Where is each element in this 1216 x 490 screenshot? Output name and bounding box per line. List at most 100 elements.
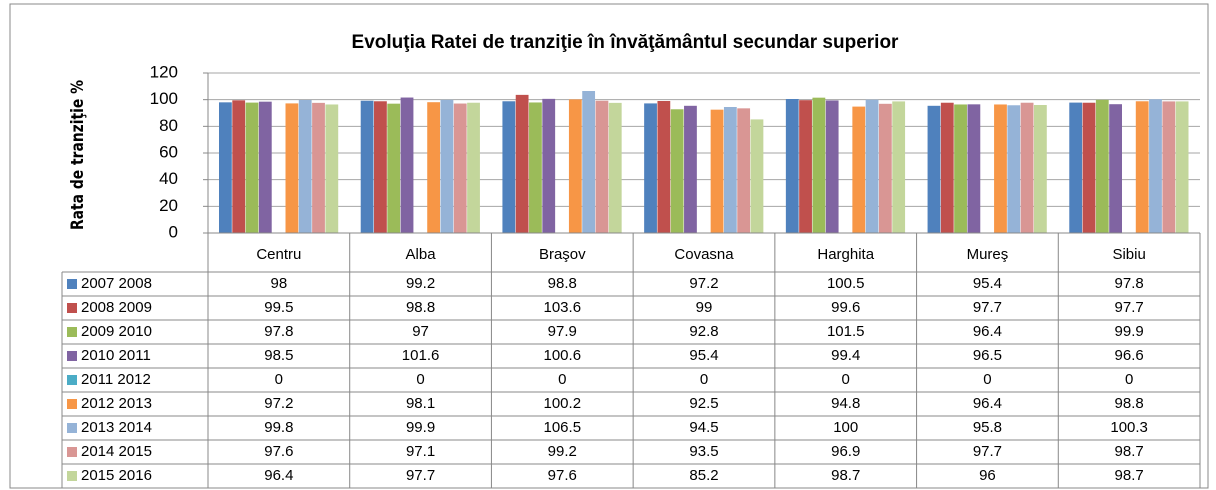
table-value: 103.6 <box>544 299 582 316</box>
bar <box>954 104 967 233</box>
bar <box>710 109 724 233</box>
table-value: 95.4 <box>689 347 718 364</box>
table-value: 97.6 <box>548 467 577 484</box>
table-value: 99.2 <box>548 443 577 460</box>
table-value: 94.8 <box>831 395 860 412</box>
table-value: 100.6 <box>544 347 582 364</box>
table-value: 0 <box>558 371 566 388</box>
bar <box>608 102 622 233</box>
legend-key <box>67 351 77 361</box>
bar <box>657 101 671 233</box>
table-value: 97.9 <box>548 323 577 340</box>
table-value: 98.8 <box>406 299 435 316</box>
bar <box>1007 105 1021 233</box>
bar <box>440 99 454 233</box>
table-value: 97.7 <box>1115 299 1144 316</box>
bar <box>1033 105 1047 233</box>
legend-key <box>67 303 77 313</box>
table-value: 97 <box>412 323 429 340</box>
bar <box>453 103 467 234</box>
bar <box>994 104 1007 233</box>
bar <box>360 100 374 233</box>
bar <box>852 106 866 233</box>
bar <box>325 104 339 233</box>
table-value: 101.6 <box>402 347 440 364</box>
y-tick-label: 60 <box>159 142 178 161</box>
bar <box>502 101 516 234</box>
bar <box>865 99 879 234</box>
table-value: 97.2 <box>689 275 718 292</box>
table-value: 96.4 <box>973 395 1002 412</box>
bar <box>232 100 246 233</box>
bar <box>1095 99 1109 233</box>
bar <box>750 119 764 233</box>
chart-frame <box>9 3 1209 489</box>
bar <box>1149 99 1162 234</box>
y-tick-label: 40 <box>159 169 178 188</box>
table-value: 98 <box>271 275 288 292</box>
bar <box>427 102 441 233</box>
bar <box>1135 101 1149 234</box>
table-value: 96.6 <box>1115 347 1144 364</box>
bar <box>892 101 906 234</box>
table-value: 100.2 <box>544 395 582 412</box>
table-value: 0 <box>416 371 424 388</box>
legend-key <box>67 423 77 433</box>
bar <box>927 105 941 233</box>
table-value: 92.5 <box>689 395 718 412</box>
legend-label: 2011 2012 <box>81 371 151 388</box>
bar <box>595 100 609 233</box>
table-value: 99.9 <box>1115 323 1144 340</box>
bar <box>878 103 892 233</box>
table-value: 98.1 <box>406 395 435 412</box>
bar <box>542 98 556 233</box>
table-value: 98.5 <box>264 347 293 364</box>
bar <box>684 105 697 233</box>
table-value: 0 <box>1125 371 1133 388</box>
table-value: 96 <box>979 467 996 484</box>
legend-label: 2008 2009 <box>81 299 152 316</box>
x-tick-label: Covasna <box>674 246 734 263</box>
legend-label: 2009 2010 <box>81 323 152 340</box>
x-tick-label: Sibiu <box>1112 246 1145 263</box>
table-value: 99.5 <box>264 299 293 316</box>
bar <box>219 102 232 233</box>
chart-title: Evoluţia Ratei de tranziţie în învăţămân… <box>352 32 900 53</box>
bar <box>374 101 387 234</box>
bar <box>400 97 414 234</box>
table-value: 94.5 <box>689 419 718 436</box>
legend-label: 2013 2014 <box>81 419 152 436</box>
legend-key <box>67 399 77 409</box>
table-value: 0 <box>842 371 850 388</box>
table-value: 101.5 <box>827 323 865 340</box>
bar <box>1069 102 1083 233</box>
bar <box>940 102 954 233</box>
y-tick-label: 0 <box>169 222 178 241</box>
table-value: 95.4 <box>973 275 1002 292</box>
table-value: 99.4 <box>831 347 860 364</box>
table-value: 99 <box>696 299 713 316</box>
bar <box>1109 104 1122 233</box>
table-value: 96.4 <box>973 323 1002 340</box>
table-value: 99.2 <box>406 275 435 292</box>
table-value: 97.7 <box>973 443 1002 460</box>
x-tick-label: Mureş <box>967 246 1009 263</box>
bar <box>1162 101 1176 234</box>
table-value: 97.6 <box>264 443 293 460</box>
bar <box>1175 101 1189 234</box>
bar <box>245 102 259 233</box>
table-value: 97.1 <box>406 443 435 460</box>
bar <box>529 102 542 233</box>
x-tick-label: Alba <box>406 246 437 263</box>
table-value: 97.7 <box>406 467 435 484</box>
legend-key <box>67 327 77 337</box>
legend-key <box>67 375 77 385</box>
bar <box>644 103 657 234</box>
bar <box>467 102 480 233</box>
table-value: 0 <box>983 371 991 388</box>
x-tick-label: Harghita <box>817 246 874 263</box>
x-tick-label: Centru <box>256 246 301 263</box>
bar <box>1082 102 1096 233</box>
y-tick-label: 120 <box>150 62 178 81</box>
y-tick-label: 20 <box>159 196 178 215</box>
